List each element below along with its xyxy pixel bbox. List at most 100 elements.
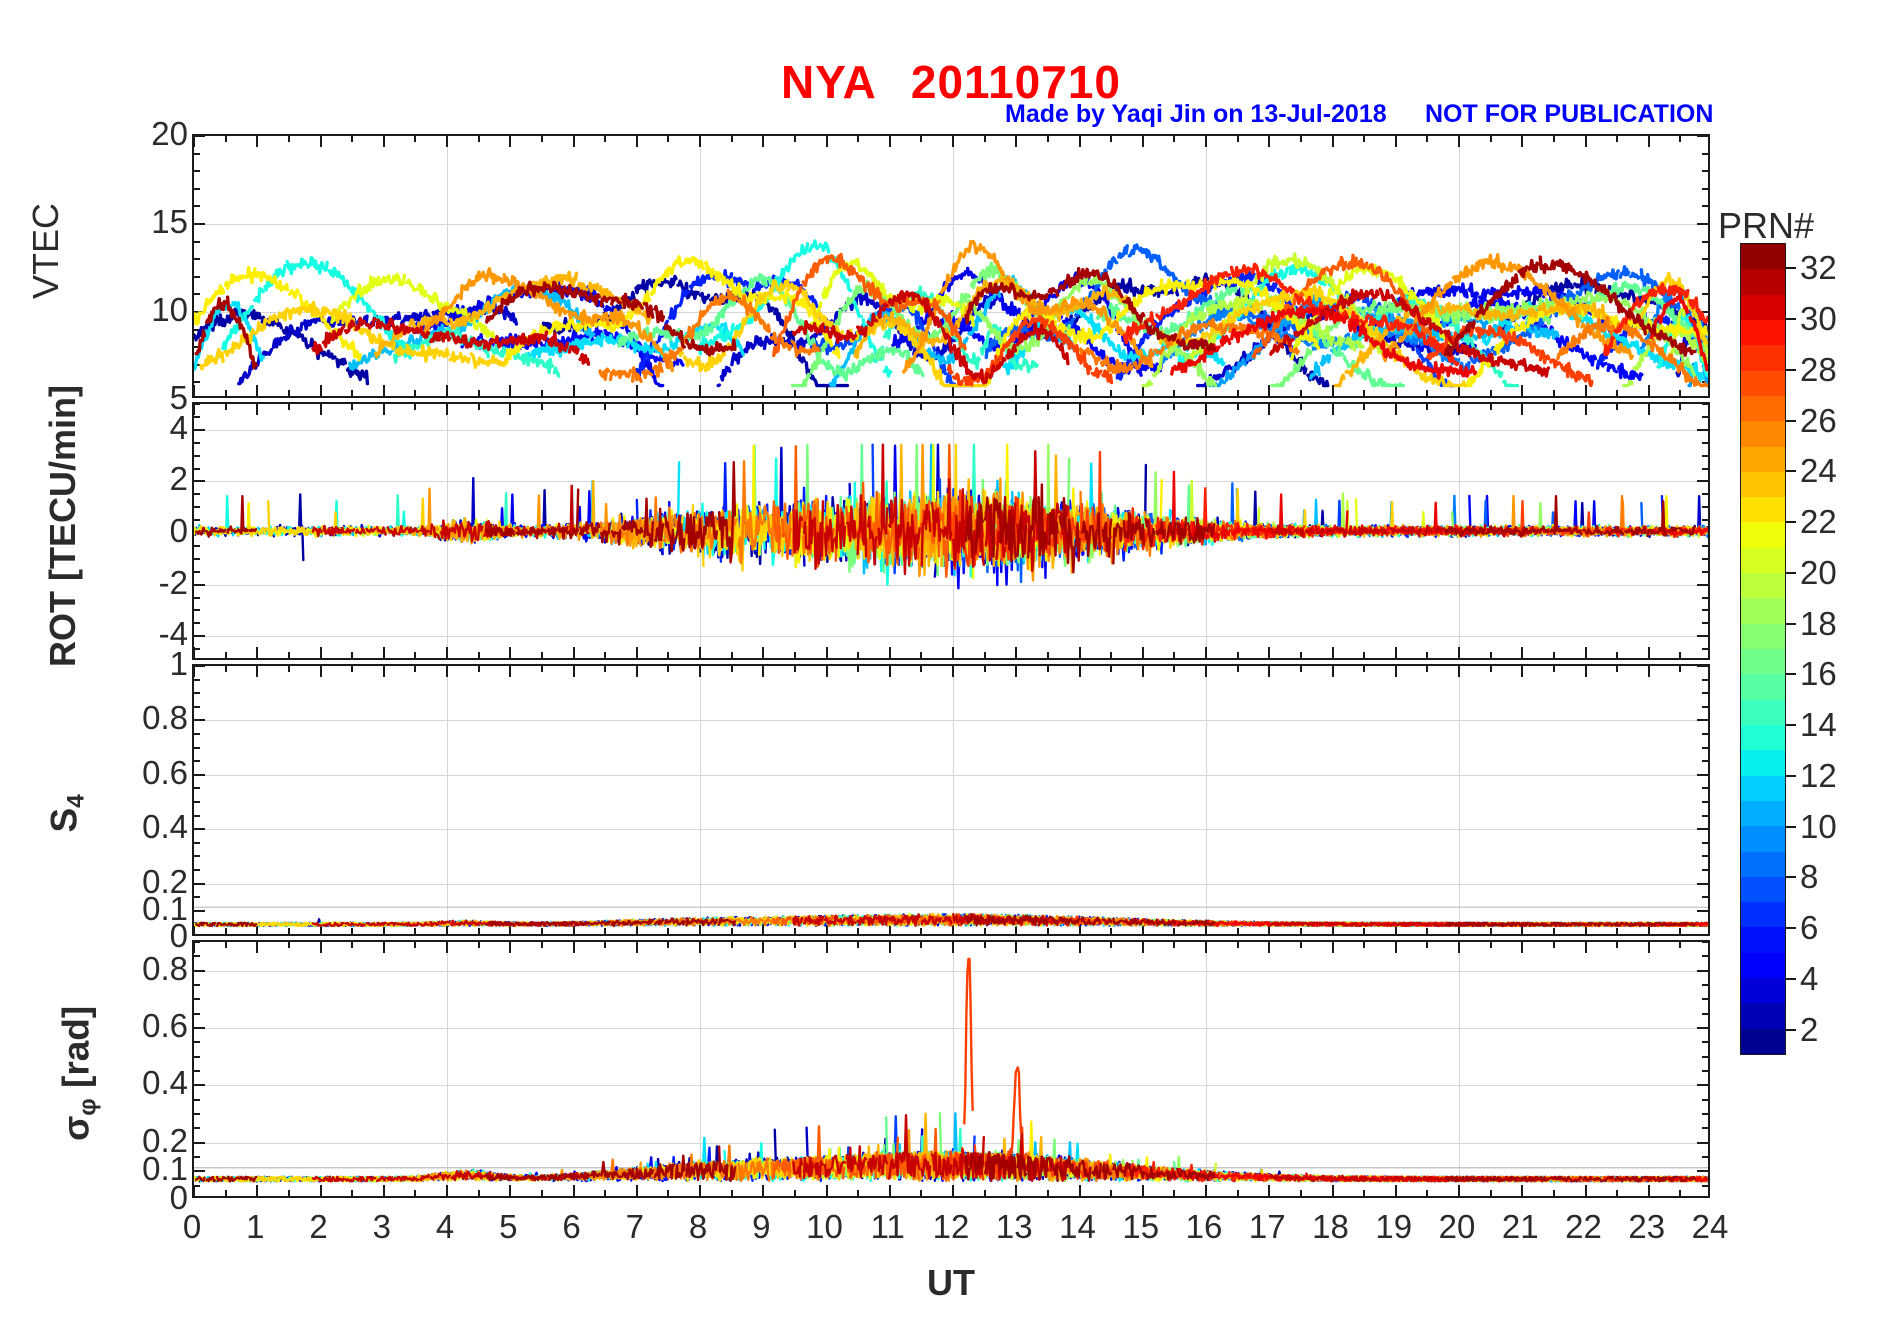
x-tick-major bbox=[825, 666, 828, 677]
x-tick-major bbox=[1521, 404, 1524, 415]
y-tick-minor bbox=[1702, 1070, 1708, 1072]
x-tick-minor bbox=[540, 666, 543, 672]
y-tick-major bbox=[1697, 969, 1708, 972]
x-tick-minor bbox=[1046, 1190, 1049, 1196]
x-tick-major bbox=[888, 647, 891, 658]
data-trace bbox=[1269, 287, 1551, 378]
x-tick-major bbox=[1394, 923, 1397, 934]
x-tick-major bbox=[1584, 385, 1587, 396]
x-tick-major bbox=[446, 666, 448, 677]
y-tick-minor bbox=[1702, 519, 1708, 522]
x-tick-major bbox=[1015, 923, 1018, 934]
y-tick-minor bbox=[194, 801, 200, 803]
y-tick-minor bbox=[194, 415, 200, 418]
x-tick-major bbox=[1394, 647, 1397, 658]
x-tick-minor bbox=[1489, 666, 1492, 672]
x-tick-minor bbox=[1110, 942, 1113, 948]
x-tick-major bbox=[1015, 647, 1018, 658]
gridline-horizontal bbox=[194, 720, 1708, 722]
x-tick-minor bbox=[477, 928, 480, 934]
colorbar-segment bbox=[1741, 394, 1785, 422]
colorbar-segment bbox=[1741, 597, 1785, 624]
data-traces bbox=[194, 957, 1708, 1196]
data-trace bbox=[1443, 255, 1697, 357]
x-tick-minor bbox=[667, 1190, 670, 1196]
colorbar-segment bbox=[1741, 901, 1785, 928]
y-tick-minor bbox=[1702, 293, 1708, 296]
x-tick-major bbox=[952, 647, 954, 658]
x-tick-major bbox=[319, 385, 322, 396]
x-tick-minor bbox=[477, 1190, 480, 1196]
x-tick-minor bbox=[857, 404, 860, 410]
gridline-horizontal bbox=[194, 224, 1708, 225]
x-tick-minor bbox=[351, 942, 354, 948]
y-tick-minor bbox=[194, 519, 200, 522]
gridline-horizontal bbox=[194, 883, 1708, 885]
data-trace bbox=[1444, 494, 1696, 538]
x-tick-major bbox=[825, 404, 828, 415]
x-tick-major bbox=[1268, 666, 1271, 677]
x-tick-label: 5 bbox=[499, 1208, 518, 1245]
x-tick-minor bbox=[1299, 404, 1302, 410]
x-tick-minor bbox=[1299, 666, 1302, 672]
x-tick-minor bbox=[477, 404, 480, 410]
x-tick-major bbox=[1141, 666, 1144, 677]
y-tick-minor bbox=[1702, 746, 1708, 749]
x-tick-major bbox=[1331, 666, 1334, 677]
y-tick-minor bbox=[194, 557, 200, 560]
y-tick-minor bbox=[1702, 692, 1708, 695]
x-tick-label: 19 bbox=[1375, 1208, 1413, 1245]
x-tick-minor bbox=[1616, 136, 1619, 142]
data-trace bbox=[1556, 315, 1708, 388]
x-tick-minor bbox=[351, 652, 354, 658]
y-tick-minor bbox=[194, 187, 200, 190]
x-tick-minor bbox=[793, 136, 796, 142]
x-tick-minor bbox=[983, 1190, 986, 1196]
y-tick-minor bbox=[1702, 441, 1708, 444]
x-tick-minor bbox=[477, 652, 480, 658]
y-tick-minor bbox=[1702, 570, 1708, 573]
x-tick-minor bbox=[667, 136, 670, 142]
y-tick-minor bbox=[194, 1184, 200, 1187]
y-tick-minor bbox=[194, 544, 200, 547]
x-tick-major bbox=[572, 136, 575, 147]
x-tick-minor bbox=[667, 928, 670, 934]
y-tick-label: 5 bbox=[169, 379, 188, 416]
x-tick-minor bbox=[1679, 1190, 1682, 1196]
x-tick-minor bbox=[1299, 136, 1302, 142]
x-tick-major bbox=[1331, 942, 1334, 953]
x-tick-major bbox=[194, 385, 195, 396]
x-tick-minor bbox=[351, 928, 354, 934]
y-tick-minor bbox=[194, 1127, 200, 1130]
x-tick-minor bbox=[1679, 666, 1682, 672]
x-tick-major bbox=[256, 404, 259, 415]
gridline-vertical bbox=[1206, 666, 1207, 934]
x-tick-major bbox=[699, 1185, 701, 1196]
x-tick-major bbox=[1647, 923, 1650, 934]
x-tick-minor bbox=[793, 942, 796, 948]
y-tick-minor bbox=[194, 404, 200, 405]
x-tick-minor bbox=[287, 1190, 290, 1196]
y-tick-minor bbox=[194, 678, 200, 681]
x-tick-label: 18 bbox=[1312, 1208, 1349, 1245]
x-tick-major bbox=[1078, 923, 1081, 934]
x-tick-major bbox=[825, 647, 828, 658]
x-tick-minor bbox=[667, 666, 670, 672]
x-tick-minor bbox=[793, 652, 796, 658]
x-tick-label: 2 bbox=[309, 1208, 328, 1245]
x-tick-minor bbox=[1363, 390, 1366, 396]
x-tick-minor bbox=[1236, 652, 1239, 658]
x-tick-major bbox=[1141, 942, 1144, 953]
data-trace bbox=[485, 461, 737, 564]
x-tick-minor bbox=[351, 136, 354, 142]
x-tick-major bbox=[446, 385, 448, 396]
colorbar-tick bbox=[1786, 318, 1796, 321]
colorbar-segment bbox=[1741, 572, 1785, 599]
x-tick-major bbox=[699, 647, 701, 658]
colorbar-segment bbox=[1741, 344, 1785, 371]
x-tick-major bbox=[1015, 404, 1018, 415]
x-tick-major bbox=[888, 1185, 891, 1196]
x-tick-major bbox=[1521, 923, 1524, 934]
x-tick-minor bbox=[540, 942, 543, 948]
x-tick-major bbox=[1141, 923, 1144, 934]
